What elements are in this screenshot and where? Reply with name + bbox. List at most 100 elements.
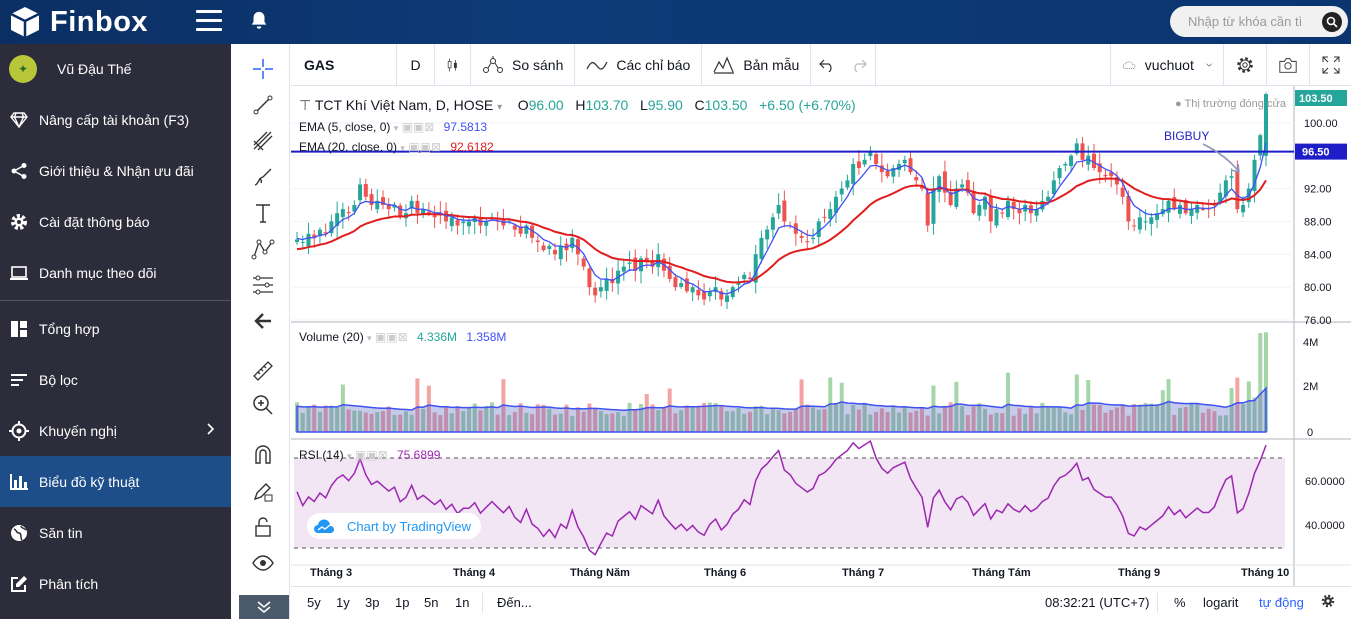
log-toggle[interactable]: logarit [1203,595,1239,610]
sidebar-item-recommendations[interactable]: Khuyến nghị [0,405,231,456]
magnet-icon[interactable] [248,440,278,470]
sidebar-item-referral[interactable]: Giới thiệu & Nhận ưu đãi [0,145,231,196]
diamond-icon [9,111,29,128]
chart-canvas[interactable]: BIGBUY 100.00 96.00 92.00 88.00 84.00 80.00 76… [291,86,1351,586]
sidebar-item-filter[interactable]: Bộ lọc [0,354,231,405]
percent-toggle[interactable]: % [1174,595,1186,610]
sidebar-item-overview[interactable]: Tổng hợp [0,303,231,354]
search-icon[interactable] [1322,12,1342,32]
sidebar-item-upgrade[interactable]: Nâng cấp tài khoản (F3) [0,94,231,145]
layout-button[interactable]: vuchuot [1110,43,1224,86]
price-axis-tick: 100.00 [1304,118,1338,130]
range-1y-button[interactable]: 1y [336,595,350,610]
candle-body [495,220,500,222]
volume-bar [1086,380,1091,432]
pitchfork-icon[interactable] [248,126,278,156]
gear-icon[interactable] [1320,593,1336,612]
crosshair-icon[interactable] [248,54,278,84]
candle-body [759,237,764,259]
volume-bar [1189,402,1194,432]
collapse-icon[interactable]: ⊤ [299,97,312,113]
ema20-legend[interactable]: EMA (20, close, 0) ▾ ▣▣⊠ 92.6182 [299,140,494,154]
search-input[interactable] [1188,14,1318,29]
range-5d-button[interactable]: 5n [424,595,439,610]
range-1d-button[interactable]: 1n [455,595,470,610]
close-label: C [694,97,705,113]
prediction-icon[interactable] [248,270,278,300]
candle-body [965,180,970,193]
tradingview-watermark[interactable]: Chart by TradingView [307,513,482,539]
lock-icon[interactable] [248,512,278,542]
undo-button[interactable] [811,44,843,86]
volume-legend[interactable]: Volume (20) ▾ ▣▣⊠ 4.336M 1.358M [299,330,506,344]
volume-bar [392,414,397,432]
goto-date-button[interactable]: Đến... [497,595,532,610]
candle-body [954,188,959,207]
user-profile[interactable]: ✦ Vũ Đậu Thế [0,44,231,94]
sidebar-item-label: Biểu đồ kỹ thuật [39,473,140,490]
chart-type-button[interactable] [435,43,471,86]
volume-bar [1069,414,1074,432]
indicator-controls-icon[interactable]: ▣▣⊠ [374,330,408,344]
candle-body [1189,209,1194,216]
templates-button[interactable]: Bản mẫu [702,43,812,86]
candle-body [409,200,414,209]
indicators-button[interactable]: Các chỉ báo [575,43,703,86]
trend-line-icon[interactable] [248,90,278,120]
sidebar-item-watchlist[interactable]: Danh mục theo dõi [0,247,231,298]
range-5y-button[interactable]: 5y [307,595,321,610]
sidebar-item-analysis[interactable]: Phân tích [0,558,231,609]
sidebar-item-notifications[interactable]: Cài đặt thông báo [0,196,231,247]
line-price-label: 96.50 [1302,147,1330,159]
auto-scale-toggle[interactable]: tự động [1259,595,1304,610]
main-legend[interactable]: ⊤ TCT Khí Việt Nam, D, HOSE ▾ O96.00 H10… [299,97,856,114]
candle-body [604,278,609,291]
annotation-arrow[interactable] [1202,143,1240,173]
time-axis[interactable]: Tháng 3 Tháng 4 Tháng Năm Tháng 6 Tháng … [310,567,1289,579]
pattern-icon[interactable] [248,234,278,264]
candle-body [696,289,701,296]
arrow-left-icon[interactable] [248,306,278,336]
settings-button[interactable] [1224,43,1267,86]
sidebar-item-technical-chart[interactable]: Biểu đồ kỹ thuật [0,456,231,507]
low-value: 95.90 [647,97,683,113]
rsi-legend[interactable]: RSI (14) ▾ ▣▣⊠ 75.6899 [299,448,440,462]
volume-bar [994,412,999,432]
volume-bar [1063,412,1068,432]
indicator-controls-icon[interactable]: ▣▣⊠ [354,448,388,462]
camera-icon [1279,57,1297,73]
zoom-in-icon[interactable] [248,390,278,420]
finbox-logo[interactable]: Finbox [8,5,148,39]
ema5-value: 97.5813 [443,120,488,134]
ruler-icon[interactable] [248,356,278,386]
annotation-text[interactable]: BIGBUY [1164,129,1209,143]
brush-icon[interactable] [248,162,278,192]
indicator-controls-icon[interactable]: ▣▣⊠ [408,140,441,154]
candle-body [707,291,712,297]
ema5-legend[interactable]: EMA (5, close, 0) ▾ ▣▣⊠ 97.5813 [299,120,487,134]
sidebar-item-news[interactable]: Săn tin [0,507,231,558]
text-tool-icon[interactable] [248,198,278,228]
chart-area[interactable]: BIGBUY 100.00 96.00 92.00 88.00 84.00 80.00 76… [291,86,1351,619]
indicator-controls-icon[interactable]: ▣▣⊠ [401,120,435,134]
eye-icon[interactable] [248,548,278,578]
compare-button[interactable]: So sánh [471,43,576,86]
pencil-lock-icon[interactable] [248,476,278,506]
interval-button[interactable]: D [397,43,435,86]
volume-bar [478,410,483,432]
range-1m-button[interactable]: 1p [395,595,410,610]
fullscreen-icon [1322,56,1339,73]
hamburger-menu-icon[interactable] [196,10,222,32]
symbol-search[interactable]: GAS [291,43,397,86]
bell-icon[interactable] [248,10,270,37]
divider [1157,593,1158,613]
candle-body [426,211,431,214]
chevron-down-icon[interactable] [239,595,289,619]
volume-bar [673,413,678,432]
snapshot-button[interactable] [1267,43,1310,86]
range-3m-button[interactable]: 3p [365,595,380,610]
candle-body [1252,159,1257,192]
candle-body [914,177,919,181]
fullscreen-button[interactable] [1310,44,1351,86]
redo-button[interactable] [843,43,877,86]
